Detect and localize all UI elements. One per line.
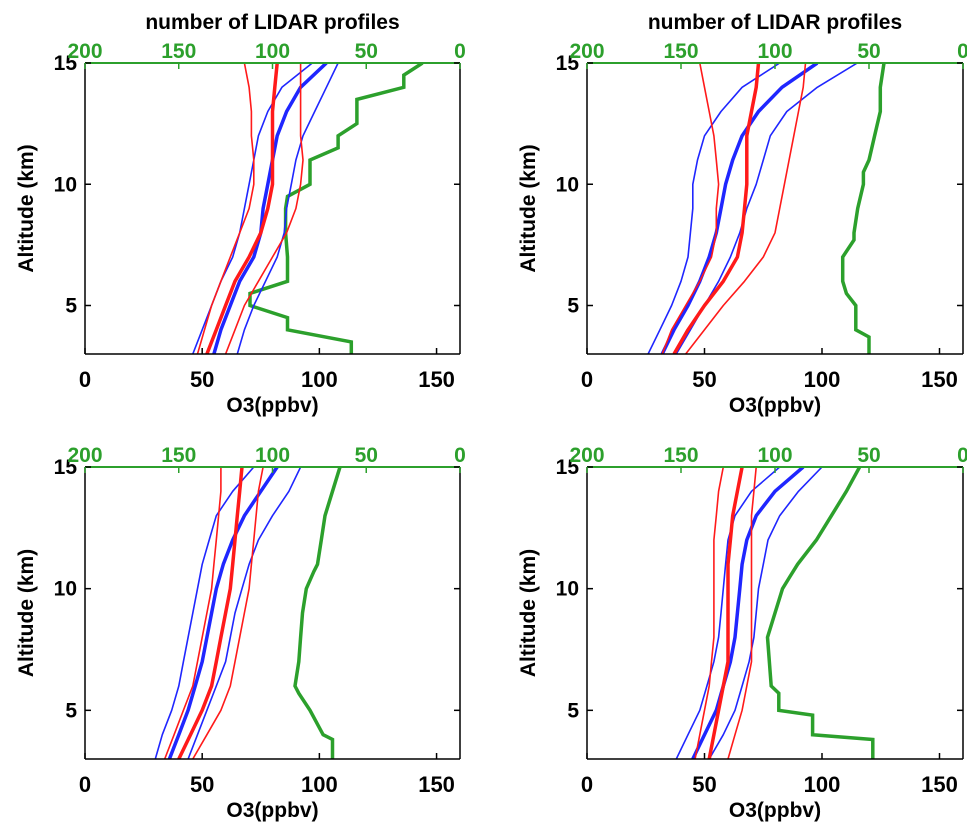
- panel-3-y-axis-title: Altitude (km): [15, 549, 38, 677]
- panel-2-blue-mean-line: [660, 63, 819, 354]
- panel-4-x-tick-label-0: 0: [581, 772, 593, 797]
- panel-1-top-tick-label-0: 0: [454, 40, 466, 63]
- panel-3-y-tick-label-5: 5: [65, 699, 77, 722]
- panel-1-x-tick-label-0: 0: [79, 367, 91, 392]
- panel-1-plot-area: [192, 63, 424, 354]
- panel-2-x-tick-label-0: 0: [581, 367, 593, 392]
- panel-1-top-tick-label-100: 100: [255, 40, 290, 63]
- panel-1-blue-mean-line: [212, 63, 328, 354]
- panel-2-profile-count-line: [840, 63, 886, 354]
- panel-4-x-tick-label-100: 100: [804, 772, 841, 797]
- panel-4-top-tick-label-0: 0: [957, 444, 967, 467]
- panel-2-top-tick-label-0: 0: [957, 40, 967, 63]
- panel-4-red-upper-line: [727, 467, 757, 759]
- panel-3-x-tick-label-0: 0: [79, 772, 91, 797]
- panel-1-red-mean-line: [205, 63, 279, 354]
- panel-3-y-tick-label-15: 15: [54, 456, 78, 479]
- panel-4-x-axis-title: O3(ppbv): [729, 799, 821, 822]
- panel-3-top-tick-label-150: 150: [161, 444, 196, 467]
- panel-1-x-axis-title: O3(ppbv): [226, 394, 318, 417]
- panel-4-red-mean-line: [707, 467, 744, 759]
- panel-2-blue-upper-line: [675, 63, 858, 354]
- panel-2-red-lower-line: [661, 63, 720, 354]
- panel-2-plot-area: [647, 63, 886, 354]
- panel-1-top-axis-title: number of LIDAR profiles: [145, 11, 399, 34]
- panel-3-blue-lower-line: [154, 467, 255, 759]
- panel-4-blue-lower-line: [675, 467, 781, 759]
- panel-1-red-lower-line: [196, 63, 255, 354]
- panel-1-top-tick-label-50: 50: [355, 40, 378, 63]
- panel-2-y-tick-label-10: 10: [556, 173, 579, 196]
- panel-1-y-axis-title: Altitude (km): [15, 144, 38, 272]
- panel-4-blue-upper-line: [708, 467, 823, 759]
- panel-3-plot-area: [154, 467, 342, 759]
- panel-3-top-tick-label-0: 0: [454, 444, 466, 467]
- panel-3-y-tick-label-10: 10: [54, 578, 77, 601]
- panel-2-x-tick-label-50: 50: [692, 367, 716, 392]
- panel-4-x-tick-label-50: 50: [692, 772, 716, 797]
- panel-4-top-tick-label-150: 150: [663, 444, 698, 467]
- panel-1-top-tick-label-200: 200: [67, 40, 102, 63]
- panel-1-y-tick-label-10: 10: [54, 173, 77, 196]
- panel-1-profile-count-line: [248, 63, 424, 354]
- panel-2-y-axis-title: Altitude (km): [517, 144, 540, 272]
- panel-2-red-upper-line: [685, 63, 807, 354]
- panel-2-top-axis-title: number of LIDAR profiles: [648, 11, 902, 34]
- panel-1-blue-upper-line: [236, 63, 339, 354]
- panel-1-x-tick-label-150: 150: [418, 367, 455, 392]
- panel-2-blue-lower-line: [647, 63, 781, 354]
- panel-1-red-upper-line: [224, 63, 304, 354]
- panel-2-red-mean-line: [672, 63, 761, 354]
- panel-2-x-tick-label-100: 100: [804, 367, 841, 392]
- panel-1-top-tick-label-150: 150: [161, 40, 196, 63]
- panel-3-red-upper-line: [192, 467, 264, 759]
- panel-1-x-tick-label-50: 50: [190, 367, 214, 392]
- panel-2-x-axis-title: O3(ppbv): [729, 394, 821, 417]
- panel-4-x-tick-label-150: 150: [921, 772, 958, 797]
- panel-4-red-lower-line: [694, 467, 725, 759]
- panel-3-x-tick-label-100: 100: [301, 772, 338, 797]
- panel-3-red-mean-line: [177, 467, 244, 759]
- panel-4-plot-area: [675, 467, 875, 759]
- panel-4-top-tick-label-50: 50: [857, 444, 880, 467]
- panel-4-y-tick-label-10: 10: [556, 578, 579, 601]
- panel-3-top-tick-label-50: 50: [355, 444, 378, 467]
- panel-3-blue-upper-line: [187, 467, 302, 759]
- panel-3-x-tick-label-50: 50: [190, 772, 214, 797]
- panel-2-x-tick-label-150: 150: [921, 367, 958, 392]
- panel-1-y-tick-label-5: 5: [65, 295, 77, 318]
- panel-2-top-tick-label-50: 50: [857, 40, 880, 63]
- panel-3-red-lower-line: [163, 467, 222, 759]
- panel-4-blue-mean-line: [691, 467, 805, 759]
- panel-3-x-tick-label-150: 150: [418, 772, 455, 797]
- panel-2-top-tick-label-200: 200: [569, 40, 604, 63]
- panel-3-blue-mean-line: [167, 467, 279, 759]
- panel-3-x-axis-title: O3(ppbv): [226, 799, 318, 822]
- panel-4-y-tick-label-15: 15: [556, 456, 580, 479]
- panel-2-top-tick-label-100: 100: [757, 40, 792, 63]
- panel-1-x-tick-label-100: 100: [301, 367, 338, 392]
- panel-3-top-tick-label-100: 100: [255, 444, 290, 467]
- panel-4-profile-count-line: [765, 467, 875, 759]
- panel-1-y-tick-label-15: 15: [54, 52, 78, 75]
- panel-4-y-tick-label-5: 5: [567, 699, 579, 722]
- panel-3-profile-count-line: [293, 467, 342, 759]
- panel-2-y-tick-label-15: 15: [556, 52, 580, 75]
- panel-2-top-tick-label-150: 150: [663, 40, 698, 63]
- panel-4-y-axis-title: Altitude (km): [517, 549, 540, 677]
- panel-4-top-tick-label-200: 200: [569, 444, 604, 467]
- panel-2-y-tick-label-5: 5: [567, 295, 579, 318]
- panel-4-top-tick-label-100: 100: [757, 444, 792, 467]
- panel-3-top-tick-label-200: 200: [67, 444, 102, 467]
